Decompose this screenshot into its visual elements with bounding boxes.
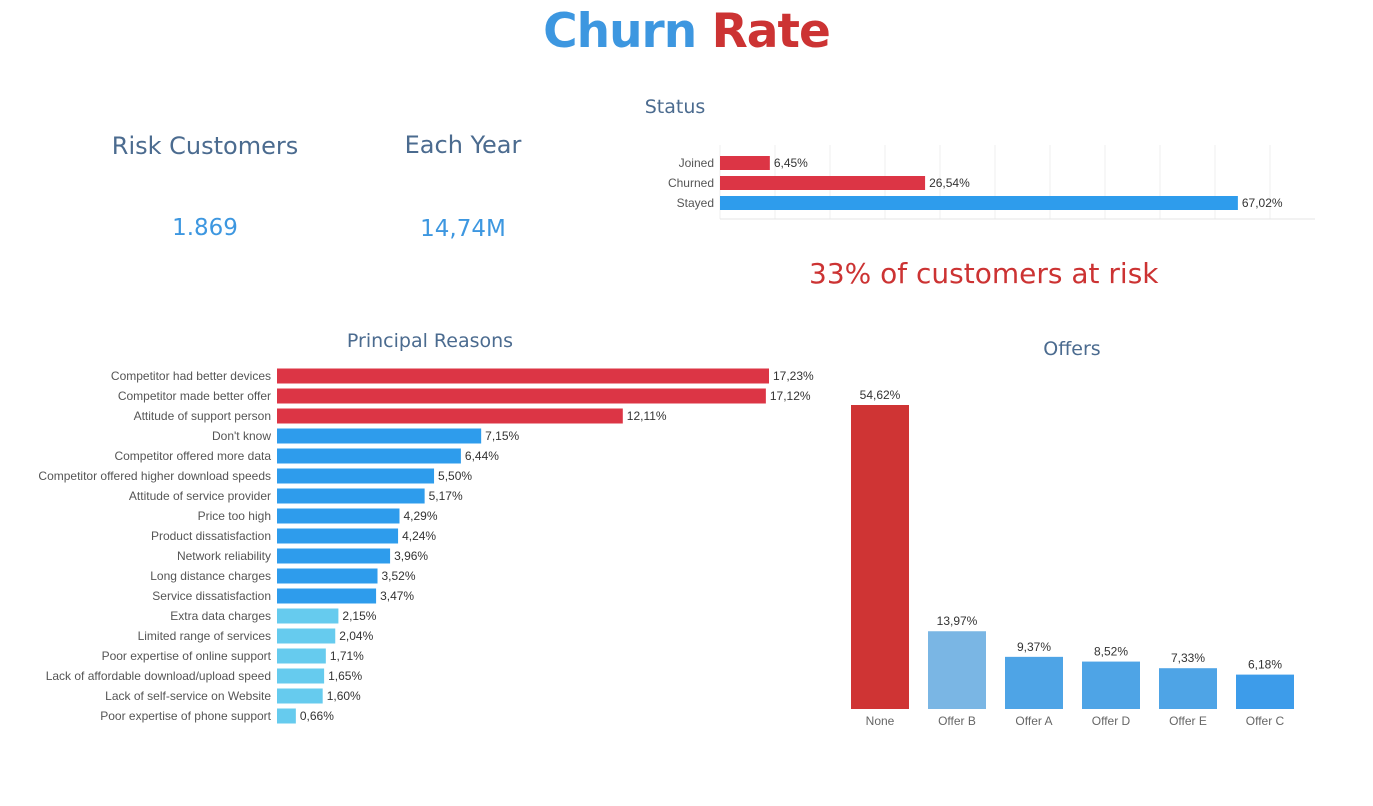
reason-bar-limited-range-of-services <box>277 628 336 644</box>
status-value-label-churned: 26,54% <box>929 176 970 190</box>
reason-value-label-poor-expertise-of-phone-support: 0,66% <box>300 709 334 723</box>
offer-value-label-offer-e: 7,33% <box>1171 651 1205 665</box>
reason-bar-service-dissatisfaction <box>277 588 377 604</box>
reason-label-don-t-know: Don't know <box>212 429 271 443</box>
reason-value-label-product-dissatisfaction: 4,24% <box>402 529 436 543</box>
reason-value-label-poor-expertise-of-online-support: 1,71% <box>330 649 364 663</box>
reason-label-competitor-had-better-devices: Competitor had better devices <box>111 369 271 383</box>
status-value-label-stayed: 67,02% <box>1242 196 1283 210</box>
offer-category-label-none: None <box>866 714 895 728</box>
offer-category-label-offer-e: Offer E <box>1169 714 1207 728</box>
reason-value-label-long-distance-charges: 3,52% <box>382 569 416 583</box>
reason-bar-competitor-offered-higher-download-speeds <box>277 468 435 484</box>
status-bar-stayed <box>720 196 1238 210</box>
offer-bar-offer-b <box>928 631 986 709</box>
reason-value-label-attitude-of-support-person: 12,11% <box>627 409 667 423</box>
offer-bar-offer-a <box>1005 656 1063 709</box>
offer-value-label-offer-a: 9,37% <box>1017 640 1051 654</box>
offer-category-label-offer-c: Offer C <box>1246 714 1285 728</box>
reason-value-label-price-too-high: 4,29% <box>404 509 438 523</box>
status-chart: Joined 6,45% Churned 26,54% Stayed 67,02% <box>668 145 1315 220</box>
reason-value-label-lack-of-affordable-download-upload-speed: 1,65% <box>328 669 362 683</box>
reason-value-label-extra-data-charges: 2,15% <box>342 609 376 623</box>
reason-label-attitude-of-support-person: Attitude of support person <box>134 409 271 423</box>
reason-label-poor-expertise-of-online-support: Poor expertise of online support <box>102 649 272 663</box>
offer-bar-none <box>851 405 909 709</box>
reason-bar-extra-data-charges <box>277 608 339 624</box>
reason-value-label-competitor-made-better-offer: 17,12% <box>770 389 811 403</box>
title-word-rate: Rate <box>711 4 831 59</box>
risk-summary-text: 33% of customers at risk <box>809 257 1159 290</box>
reason-value-label-network-reliability: 3,96% <box>394 549 428 563</box>
reason-value-label-limited-range-of-services: 2,04% <box>339 629 373 643</box>
offer-value-label-offer-b: 13,97% <box>937 614 978 628</box>
reason-value-label-lack-of-self-service-on-website: 1,60% <box>327 689 361 703</box>
reason-label-lack-of-affordable-download-upload-speed: Lack of affordable download/upload speed <box>46 669 271 683</box>
reasons-chart-title: Principal Reasons <box>346 330 514 352</box>
offers-chart-title: Offers <box>1043 338 1101 360</box>
reason-bar-competitor-offered-more-data <box>277 448 461 464</box>
reason-label-product-dissatisfaction: Product dissatisfaction <box>151 529 271 543</box>
reason-value-label-don-t-know: 7,15% <box>485 429 519 443</box>
reason-label-extra-data-charges: Extra data charges <box>170 609 271 623</box>
reason-label-long-distance-charges: Long distance charges <box>150 569 271 583</box>
offer-category-label-offer-d: Offer D <box>1092 714 1131 728</box>
reason-bar-lack-of-self-service-on-website <box>277 688 323 704</box>
kpi-each-year-value: 14,74M <box>420 216 506 242</box>
reason-value-label-attitude-of-service-provider: 5,17% <box>429 489 463 503</box>
reason-bar-product-dissatisfaction <box>277 528 399 544</box>
reason-label-attitude-of-service-provider: Attitude of service provider <box>129 489 271 503</box>
offer-category-label-offer-a: Offer A <box>1015 714 1052 728</box>
reason-bar-competitor-had-better-devices <box>277 368 769 384</box>
status-category-label-stayed: Stayed <box>677 196 714 210</box>
offer-value-label-offer-d: 8,52% <box>1094 645 1128 659</box>
reasons-chart: Competitor had better devices 17,23% Compe… <box>38 368 814 724</box>
reason-bar-price-too-high <box>277 508 400 524</box>
reason-bar-poor-expertise-of-online-support <box>277 648 326 664</box>
offer-bar-offer-e <box>1159 668 1217 709</box>
reason-bar-attitude-of-service-provider <box>277 488 425 504</box>
offer-bar-offer-c <box>1236 674 1294 709</box>
kpi-risk-customers-label: Risk Customers <box>111 132 299 160</box>
offer-category-label-offer-b: Offer B <box>938 714 976 728</box>
reason-label-price-too-high: Price too high <box>198 509 271 523</box>
dashboard-title: Churn Rate <box>0 4 1373 59</box>
status-category-label-joined: Joined <box>679 156 714 170</box>
offers-chart: 54,62% None 13,97% Offer B 9,37% Offer A 8,52%… <box>851 388 1294 728</box>
status-value-label-joined: 6,45% <box>774 156 808 170</box>
reason-bar-long-distance-charges <box>277 568 378 584</box>
reason-label-competitor-offered-higher-download-speeds: Competitor offered higher download speed… <box>38 469 271 483</box>
reason-bar-don-t-know <box>277 428 482 444</box>
reason-label-lack-of-self-service-on-website: Lack of self-service on Website <box>105 689 271 703</box>
reason-bar-network-reliability <box>277 548 391 564</box>
offer-value-label-offer-c: 6,18% <box>1248 658 1282 672</box>
reason-bar-poor-expertise-of-phone-support <box>277 708 296 724</box>
reason-label-service-dissatisfaction: Service dissatisfaction <box>152 589 271 603</box>
reason-bar-competitor-made-better-offer <box>277 388 766 404</box>
offer-bar-offer-d <box>1082 661 1140 709</box>
reason-value-label-competitor-had-better-devices: 17,23% <box>773 369 814 383</box>
reason-bar-attitude-of-support-person <box>277 408 623 424</box>
status-bar-joined <box>720 156 770 170</box>
reason-value-label-service-dissatisfaction: 3,47% <box>380 589 414 603</box>
reason-label-network-reliability: Network reliability <box>177 549 271 563</box>
reason-label-limited-range-of-services: Limited range of services <box>138 629 271 643</box>
status-bar-churned <box>720 176 926 190</box>
title-word-churn: Churn <box>543 4 697 59</box>
reason-value-label-competitor-offered-higher-download-speeds: 5,50% <box>438 469 472 483</box>
status-category-label-churned: Churned <box>668 176 714 190</box>
reason-label-competitor-offered-more-data: Competitor offered more data <box>114 449 271 463</box>
reason-label-competitor-made-better-offer: Competitor made better offer <box>118 389 271 403</box>
status-chart-title: Status <box>644 96 706 118</box>
reason-bar-lack-of-affordable-download-upload-speed <box>277 668 325 684</box>
kpi-risk-customers-value: 1.869 <box>172 215 238 241</box>
reason-value-label-competitor-offered-more-data: 6,44% <box>465 449 499 463</box>
kpi-each-year-label: Each Year <box>404 131 522 159</box>
reason-label-poor-expertise-of-phone-support: Poor expertise of phone support <box>100 709 271 723</box>
offer-value-label-none: 54,62% <box>860 388 901 402</box>
